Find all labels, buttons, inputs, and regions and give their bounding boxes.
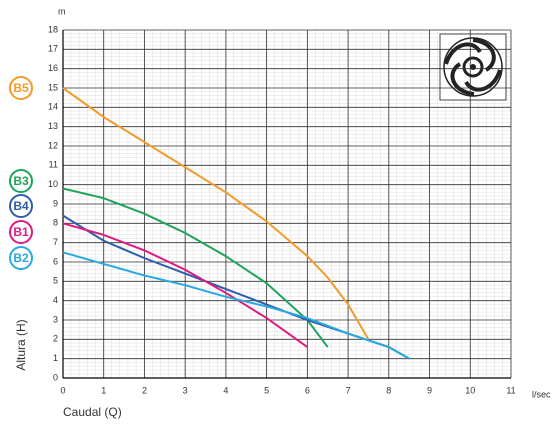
chart: m l/sec Altura (H) Caudal (Q) 0123456789… bbox=[0, 0, 554, 423]
x-tick-label: 3 bbox=[183, 385, 188, 395]
y-tick-label: 0 bbox=[53, 372, 58, 382]
y-tick-label: 2 bbox=[53, 334, 58, 344]
legend-label: B4 bbox=[13, 199, 29, 213]
y-tick-label: 14 bbox=[48, 102, 58, 112]
x-tick-label: 1 bbox=[101, 385, 106, 395]
impeller-icon bbox=[440, 34, 506, 100]
x-tick-label: 5 bbox=[264, 385, 269, 395]
x-tick-label: 7 bbox=[346, 385, 351, 395]
y-tick-label: 7 bbox=[53, 237, 58, 247]
y-axis-label: Altura (H) bbox=[14, 319, 28, 370]
x-tick-label: 10 bbox=[465, 385, 475, 395]
legend-label: B2 bbox=[13, 251, 29, 265]
y-tick-label: 12 bbox=[48, 140, 58, 150]
x-tick-label: 11 bbox=[506, 385, 515, 395]
y-unit: m bbox=[58, 6, 66, 16]
y-tick-label: 16 bbox=[48, 63, 58, 73]
y-tick-label: 4 bbox=[53, 295, 58, 305]
y-tick-label: 10 bbox=[48, 179, 58, 189]
y-tick-label: 15 bbox=[48, 82, 58, 92]
y-tick-label: 13 bbox=[48, 121, 58, 131]
x-unit: l/sec bbox=[532, 389, 551, 399]
legend-label: B5 bbox=[13, 81, 29, 95]
y-tick-label: 8 bbox=[53, 218, 58, 228]
x-tick-label: 2 bbox=[142, 385, 147, 395]
y-tick-label: 18 bbox=[48, 24, 58, 34]
y-tick-label: 1 bbox=[53, 353, 58, 363]
x-tick-label: 4 bbox=[223, 385, 228, 395]
legend-label: B3 bbox=[13, 174, 29, 188]
y-tick-label: 6 bbox=[53, 256, 58, 266]
x-axis-label: Caudal (Q) bbox=[63, 405, 122, 419]
y-tick-label: 5 bbox=[53, 276, 58, 286]
x-tick-label: 8 bbox=[386, 385, 391, 395]
x-tick-label: 9 bbox=[427, 385, 432, 395]
legend-label: B1 bbox=[13, 225, 29, 239]
y-tick-label: 11 bbox=[49, 160, 58, 170]
y-tick-label: 9 bbox=[53, 198, 58, 208]
y-tick-label: 17 bbox=[48, 44, 58, 54]
x-tick-label: 6 bbox=[305, 385, 310, 395]
x-tick-label: 0 bbox=[60, 385, 65, 395]
y-tick-label: 3 bbox=[53, 314, 58, 324]
